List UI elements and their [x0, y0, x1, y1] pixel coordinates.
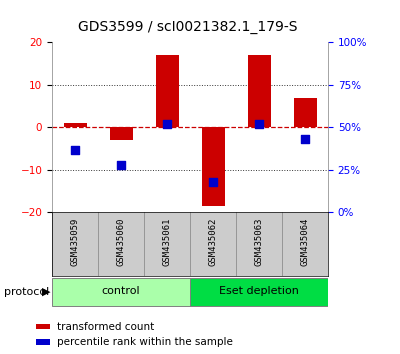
Text: GDS3599 / scI0021382.1_179-S: GDS3599 / scI0021382.1_179-S — [78, 19, 298, 34]
Point — [72, 147, 78, 152]
FancyBboxPatch shape — [190, 278, 328, 306]
Bar — [36, 324, 50, 329]
Text: transformed count: transformed count — [57, 322, 154, 332]
Bar — [156, 55, 178, 127]
Text: percentile rank within the sample: percentile rank within the sample — [57, 337, 232, 347]
Point — [164, 121, 170, 127]
Text: GSM435061: GSM435061 — [162, 217, 172, 266]
Text: GSM435059: GSM435059 — [70, 217, 80, 266]
Bar — [110, 127, 132, 140]
Bar — [64, 123, 86, 127]
Point — [210, 179, 216, 185]
Text: GSM435063: GSM435063 — [254, 217, 264, 266]
Text: GSM435060: GSM435060 — [116, 217, 126, 266]
Bar — [202, 127, 224, 206]
Text: GSM435064: GSM435064 — [300, 217, 310, 266]
FancyBboxPatch shape — [52, 278, 190, 306]
Text: protocol: protocol — [4, 287, 49, 297]
Bar — [294, 98, 316, 127]
Text: Eset depletion: Eset depletion — [219, 286, 299, 296]
Bar — [36, 339, 50, 345]
Text: ▶: ▶ — [42, 287, 50, 297]
Text: GSM435062: GSM435062 — [208, 217, 218, 266]
Point — [302, 137, 308, 142]
Bar — [248, 55, 270, 127]
Point — [118, 162, 124, 168]
Point — [256, 121, 262, 127]
Text: control: control — [102, 286, 140, 296]
